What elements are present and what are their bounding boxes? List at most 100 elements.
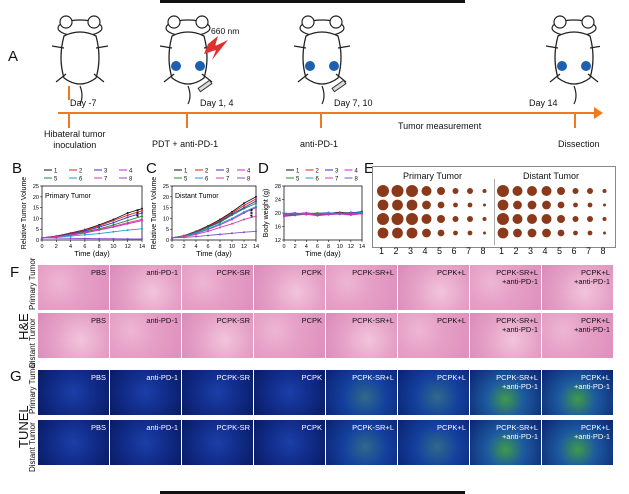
- data-point-3: [255, 200, 257, 203]
- he-distant-label-8: PCPK+L +anti-PD-1: [574, 316, 610, 334]
- photo-number: 2: [393, 246, 399, 256]
- legend-label-3: 3: [335, 169, 339, 175]
- data-point-8: [171, 236, 173, 239]
- tunel-distant-label-3: PCPK-SR: [217, 423, 250, 432]
- data-point-7: [112, 225, 115, 228]
- tunel-distant-label-6: PCPK+L: [437, 423, 466, 432]
- data-point-3: [112, 221, 115, 224]
- photo-number: 5: [557, 246, 563, 256]
- data-point-8: [338, 213, 341, 216]
- data-point-8: [349, 212, 352, 214]
- legend-label-4: 4: [355, 169, 359, 175]
- tumor-sample-distant: [573, 202, 578, 208]
- panel-label-f: F: [10, 264, 20, 281]
- tunel-primary-row: PBS anti-PD-1 PCPK-SR PCPK PCPK-SR+L PCPK+L PC…: [38, 370, 614, 415]
- he-distant-image-5: PCPK-SR+L: [326, 313, 397, 358]
- tumor-sample-primary: [377, 227, 389, 239]
- tumor-sample-primary: [406, 227, 418, 239]
- tunel-primary-label-line: PCPK-SR+L: [352, 373, 394, 382]
- data-point-8: [255, 230, 257, 233]
- significance-annotation: ***: [136, 209, 143, 217]
- tumor-sample-primary: [483, 203, 486, 207]
- data-point-1: [126, 212, 129, 214]
- x-tick-label: 14: [139, 244, 145, 250]
- data-point-6: [83, 233, 86, 236]
- data-point-8: [305, 211, 308, 214]
- data-point-6: [219, 222, 221, 225]
- legend-label-7: 7: [226, 177, 230, 183]
- event-antipd1: anti-PD-1: [300, 139, 339, 149]
- tunel-primary-label-1: PBS: [91, 373, 106, 382]
- he-primary-row: PBS anti-PD-1 PCPK-SR PCPK PCPK-SR+L PCPK+L PC…: [38, 265, 614, 310]
- tunel-distant-image-2: anti-PD-1: [110, 420, 181, 465]
- data-point-8: [98, 237, 101, 240]
- tumor-sample-primary: [452, 188, 459, 194]
- photo-distant-label: Distant Tumor: [523, 171, 580, 181]
- he-distant-row: PBS anti-PD-1 PCPK-SR PCPK PCPK-SR+L PCPK+L PC…: [38, 313, 614, 358]
- data-point-2: [141, 209, 143, 212]
- tumor-sample-distant: [512, 186, 523, 196]
- tumor-sample-primary: [467, 188, 473, 194]
- data-point-8: [219, 233, 221, 236]
- timeline-tick-3: [320, 114, 322, 128]
- tunel-distant-label-line: +anti-PD-1: [501, 432, 538, 441]
- x-tick-label: 4: [305, 244, 308, 250]
- data-point-6: [126, 229, 129, 232]
- tunel-distant-image-5: PCPK-SR+L: [326, 420, 397, 465]
- top-border: [160, 0, 465, 3]
- timeline-arrow: [58, 112, 596, 114]
- tunel-primary-image-3: PCPK-SR: [182, 370, 253, 415]
- data-point-8: [327, 212, 330, 215]
- he-primary-label-line: PCPK+L: [437, 268, 466, 277]
- he-primary-label-line: PBS: [90, 268, 106, 277]
- panel-label-a: A: [8, 48, 19, 65]
- he-distant-image-6: PCPK+L: [398, 313, 469, 358]
- day-label-2: Day 1, 4: [200, 98, 234, 108]
- data-point-7: [98, 228, 101, 231]
- tumor-sample-distant: [527, 186, 537, 196]
- photo-number: 7: [586, 246, 592, 256]
- tumor-sample-distant: [497, 199, 509, 211]
- data-point-2: [126, 214, 129, 217]
- he-distant-label-5: PCPK-SR+L: [352, 316, 394, 325]
- legend-label-3: 3: [104, 169, 108, 175]
- data-point-6: [207, 227, 209, 230]
- tumor-sample-distant: [527, 228, 537, 238]
- he-distant-image-4: PCPK: [254, 313, 325, 358]
- y-tick-label: 12: [275, 238, 281, 244]
- tunel-primary-label: Primary Tumor: [28, 361, 37, 414]
- tunel-primary-image-2: anti-PD-1: [110, 370, 181, 415]
- tumor-sample-primary: [391, 185, 404, 197]
- tunel-primary-image-6: PCPK+L: [398, 370, 469, 415]
- series-line-7: [41, 219, 143, 239]
- data-point-8: [83, 237, 86, 240]
- he-distant-label-line: PCPK+L: [581, 316, 610, 325]
- legend-label-1: 1: [184, 169, 188, 175]
- tumor-sample-distant: [587, 230, 593, 236]
- photo-number: 6: [571, 246, 577, 256]
- legend-label-2: 2: [316, 169, 320, 175]
- tunel-primary-label-2: anti-PD-1: [146, 373, 178, 382]
- tumor-sample-distant: [587, 216, 593, 222]
- tunel-primary-image-5: PCPK-SR+L: [326, 370, 397, 415]
- data-point-2: [255, 197, 257, 200]
- series-line-6: [41, 228, 143, 239]
- data-point-8: [141, 237, 143, 240]
- x-tick-label: 2: [294, 244, 297, 250]
- legend-label-5: 5: [296, 177, 300, 183]
- tumor-sample-primary: [467, 230, 473, 236]
- he-primary-image-3: PCPK-SR: [182, 265, 253, 310]
- he-distant-image-1: PBS: [38, 313, 109, 358]
- tumor-sample-primary: [377, 185, 389, 197]
- he-primary-image-7: PCPK-SR+L +anti-PD-1: [470, 265, 541, 310]
- tunel-distant-image-7: PCPK-SR+L +anti-PD-1: [470, 420, 541, 465]
- data-point-7: [126, 221, 129, 224]
- data-point-6: [98, 232, 101, 235]
- x-tick-label: 8: [218, 244, 221, 250]
- day-label-3: Day 7, 10: [334, 98, 373, 108]
- x-tick-label: 6: [316, 244, 319, 250]
- photo-number: 6: [451, 246, 457, 256]
- data-point-8: [316, 213, 319, 216]
- x-tick-label: 0: [40, 244, 43, 250]
